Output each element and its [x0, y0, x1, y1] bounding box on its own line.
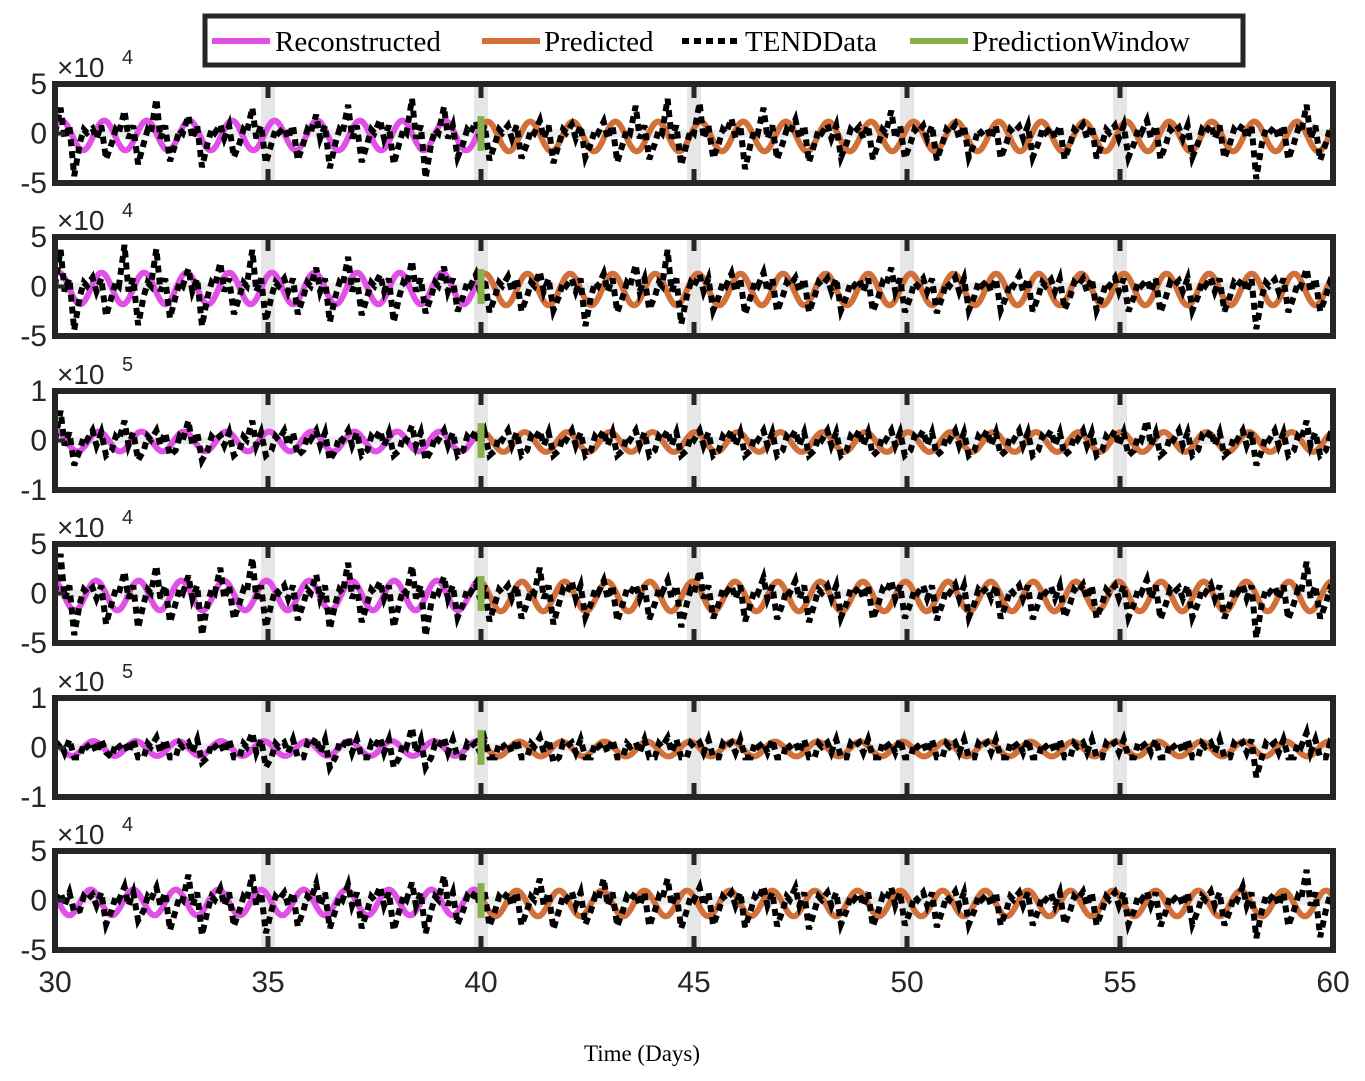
series-tend-data	[52, 98, 1336, 180]
y-tick-label: -1	[20, 781, 47, 814]
y-exponent-power: 5	[122, 354, 133, 376]
y-exponent-power: 4	[122, 47, 133, 69]
x-tick-label: 30	[38, 966, 71, 999]
y-exponent-label: ×10	[57, 666, 105, 697]
series-tend-data	[52, 869, 1336, 939]
y-tick-label: 0	[30, 732, 47, 765]
panel-2: 5 0 -5 ×10 4	[20, 200, 1336, 353]
panel-4: 5 0 -5 ×10 4	[20, 507, 1336, 660]
y-exponent-label: ×10	[57, 205, 105, 236]
y-exponent-power: 4	[122, 200, 133, 222]
x-tick-label: 45	[677, 966, 710, 999]
y-exponent-label: ×10	[57, 359, 105, 390]
y-tick-label: 5	[30, 528, 47, 561]
panel-frame	[52, 81, 1336, 186]
y-tick-label: -5	[20, 627, 47, 660]
series-tend-data	[52, 553, 1336, 639]
y-tick-label: 5	[30, 835, 47, 868]
legend-label-window: PredictionWindow	[972, 26, 1190, 58]
x-tick-label: 40	[464, 966, 497, 999]
panels: 50-5×10 450-5×10 410-1×10 550-5×10 410-1×10 5…	[20, 47, 1336, 967]
x-axis: 30 35 40 45 50 55 60	[38, 966, 1349, 999]
panel-3: 1 0 -1 ×10 5	[20, 354, 1336, 507]
x-axis-label: Time (Days)	[584, 1041, 700, 1066]
y-tick-label: 1	[30, 682, 47, 715]
y-tick-label: -1	[20, 474, 47, 507]
y-tick-label: -5	[20, 934, 47, 967]
y-tick-label: -5	[20, 320, 47, 353]
y-exponent-label: ×10	[57, 819, 105, 850]
x-tick-label: 60	[1316, 966, 1349, 999]
panel-6: 5 0 -5 ×10 4	[20, 814, 1336, 967]
y-tick-label: 0	[30, 578, 47, 611]
y-exponent-power: 4	[122, 814, 133, 836]
y-tick-label: -5	[20, 167, 47, 200]
y-tick-label: 5	[30, 68, 47, 101]
panel-1: 5 0 -5 ×10 4	[20, 47, 1336, 200]
x-tick-label: 55	[1103, 966, 1136, 999]
y-tick-label: 1	[30, 375, 47, 408]
y-exponent-label: ×10	[57, 52, 105, 83]
y-exponent-label: ×10	[57, 512, 105, 543]
y-tick-label: 0	[30, 271, 47, 304]
legend-label-data: TENDData	[745, 26, 877, 58]
panel-5: 1 0 -1 ×10 5	[20, 661, 1336, 814]
legend-box	[202, 13, 1246, 68]
y-tick-label: 0	[30, 885, 47, 918]
y-tick-label: 5	[30, 221, 47, 254]
series-predicted	[478, 270, 1336, 309]
x-tick-label: 50	[890, 966, 923, 999]
y-tick-label: 0	[30, 425, 47, 458]
panel-frame	[52, 234, 1336, 339]
y-exponent-power: 4	[122, 507, 133, 529]
y-tick-label: 0	[30, 118, 47, 151]
chart-legend: Reconstructed Predicted TENDData Predict…	[202, 13, 1246, 68]
series-reconstructed	[53, 577, 482, 614]
panel-frame	[52, 848, 1336, 953]
legend-label-reconstructed: Reconstructed	[275, 26, 441, 58]
x-tick-label: 35	[251, 966, 284, 999]
series-reconstructed	[52, 269, 484, 308]
panel-frame	[52, 388, 1336, 493]
series-tend-data	[52, 410, 1336, 470]
series-tend-data	[52, 244, 1336, 331]
y-exponent-power: 5	[122, 661, 133, 683]
legend-label-predicted: Predicted	[544, 26, 654, 58]
series-predicted	[479, 738, 1335, 760]
panel-frame	[52, 695, 1336, 800]
panel-frame	[52, 541, 1336, 646]
